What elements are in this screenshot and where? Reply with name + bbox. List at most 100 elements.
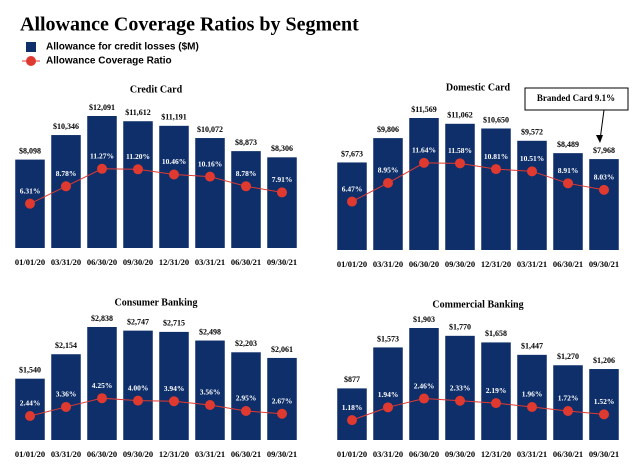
- bar: [481, 128, 511, 250]
- bar: [553, 153, 583, 250]
- x-tick-label: 03/31/20: [373, 259, 403, 269]
- bar-value-label: $12,091: [89, 103, 115, 112]
- x-tick-label: 12/31/20: [159, 257, 189, 267]
- legend-label: Allowance for credit losses ($M): [46, 42, 199, 53]
- bar: [409, 328, 439, 440]
- ratio-marker: [277, 408, 287, 419]
- x-tick-label: 03/31/20: [51, 449, 81, 459]
- bar-value-label: $10,072: [197, 125, 223, 134]
- x-tick-label: 12/31/20: [159, 449, 189, 459]
- ratio-label: 3.56%: [200, 388, 221, 397]
- annotation-arrowhead: [596, 135, 603, 143]
- ratio-label: 7.91%: [272, 175, 293, 184]
- x-tick-label: 06/30/21: [231, 257, 261, 267]
- x-tick-label: 09/30/20: [445, 259, 475, 269]
- ratio-marker: [527, 166, 537, 177]
- bar: [123, 330, 153, 440]
- ratio-label: 2.19%: [486, 386, 507, 395]
- ratio-marker: [241, 405, 251, 416]
- ratio-label: 11.64%: [412, 146, 436, 155]
- chart-title: Commercial Banking: [432, 299, 523, 310]
- ratio-label: 10.81%: [484, 152, 508, 161]
- ratio-label: 3.94%: [164, 384, 185, 393]
- ratio-marker: [599, 184, 609, 195]
- bar-value-label: $8,873: [235, 138, 257, 147]
- x-tick-label: 06/30/20: [87, 257, 117, 267]
- ratio-marker: [169, 396, 179, 407]
- ratio-marker: [563, 406, 573, 417]
- x-tick-label: 03/31/21: [195, 257, 225, 267]
- ratio-line: [29, 397, 283, 417]
- bar-value-label: $7,673: [341, 149, 363, 158]
- x-tick-label: 03/31/21: [517, 259, 547, 269]
- bar-value-label: $2,154: [55, 341, 77, 350]
- ratio-marker: [419, 393, 429, 404]
- bar-value-label: $877: [344, 375, 360, 384]
- bar: [231, 151, 261, 248]
- bar-value-label: $10,346: [53, 122, 79, 131]
- bar: [589, 369, 619, 440]
- bar: [517, 140, 547, 250]
- ratio-marker: [455, 395, 465, 406]
- x-tick-label: 03/31/21: [195, 449, 225, 459]
- ratio-marker: [383, 402, 393, 413]
- bar: [87, 327, 117, 440]
- ratio-marker: [205, 171, 215, 182]
- x-tick-label: 09/30/20: [445, 449, 475, 459]
- bar-value-label: $2,203: [235, 339, 257, 348]
- ratio-label: 11.58%: [448, 146, 472, 155]
- x-tick-label: 01/01/20: [337, 449, 367, 459]
- ratio-marker: [491, 398, 501, 409]
- ratio-marker: [383, 178, 393, 189]
- chart-title: Consumer Banking: [115, 297, 198, 308]
- ratio-marker: [491, 164, 501, 175]
- ratio-label: 10.16%: [198, 159, 222, 168]
- bar: [51, 354, 81, 440]
- x-tick-label: 06/30/20: [87, 449, 117, 459]
- ratio-marker: [527, 401, 537, 412]
- bar-value-label: $8,306: [271, 144, 293, 153]
- bar-value-label: $1,447: [521, 342, 543, 351]
- ratio-marker: [97, 393, 107, 404]
- ratio-marker: [25, 198, 35, 209]
- x-tick-label: 06/30/20: [409, 449, 439, 459]
- ratio-label: 8.03%: [594, 173, 615, 182]
- bar: [409, 118, 439, 250]
- ratio-marker: [205, 399, 215, 410]
- ratio-marker: [563, 178, 573, 189]
- ratio-marker: [133, 395, 143, 406]
- bar-value-label: $2,747: [127, 317, 149, 326]
- ratio-label: 10.46%: [162, 157, 186, 166]
- bar-value-label: $1,770: [449, 323, 471, 332]
- ratio-label: 2.95%: [236, 394, 257, 403]
- ratio-label: 4.25%: [92, 381, 113, 390]
- ratio-marker: [347, 196, 357, 207]
- bar: [15, 378, 45, 440]
- bar-value-label: $1,658: [485, 329, 507, 338]
- x-tick-label: 03/31/20: [373, 449, 403, 459]
- bar: [267, 157, 297, 248]
- bar-value-label: $8,489: [557, 140, 579, 149]
- x-tick-label: 09/30/21: [589, 259, 619, 269]
- x-tick-label: 06/30/21: [231, 449, 261, 459]
- bar: [267, 357, 297, 440]
- ratio-label: 2.44%: [20, 399, 41, 408]
- bar: [159, 125, 189, 248]
- bar: [159, 331, 189, 440]
- legend-swatch: [26, 42, 36, 52]
- bar: [373, 347, 403, 440]
- ratio-label: 3.36%: [56, 390, 77, 399]
- bar-value-label: $1,270: [557, 352, 579, 361]
- bar-value-label: $2,061: [271, 345, 293, 354]
- bar-value-label: $11,191: [161, 113, 187, 122]
- x-tick-label: 03/31/21: [517, 449, 547, 459]
- ratio-label: 11.20%: [126, 152, 150, 161]
- ratio-marker: [61, 181, 71, 192]
- bar: [337, 388, 367, 440]
- ratio-label: 2.33%: [450, 383, 471, 392]
- bar: [481, 342, 511, 440]
- bar: [87, 116, 117, 248]
- ratio-line: [29, 168, 283, 205]
- ratio-label: 2.67%: [272, 396, 293, 405]
- bar-value-label: $1,903: [413, 315, 435, 324]
